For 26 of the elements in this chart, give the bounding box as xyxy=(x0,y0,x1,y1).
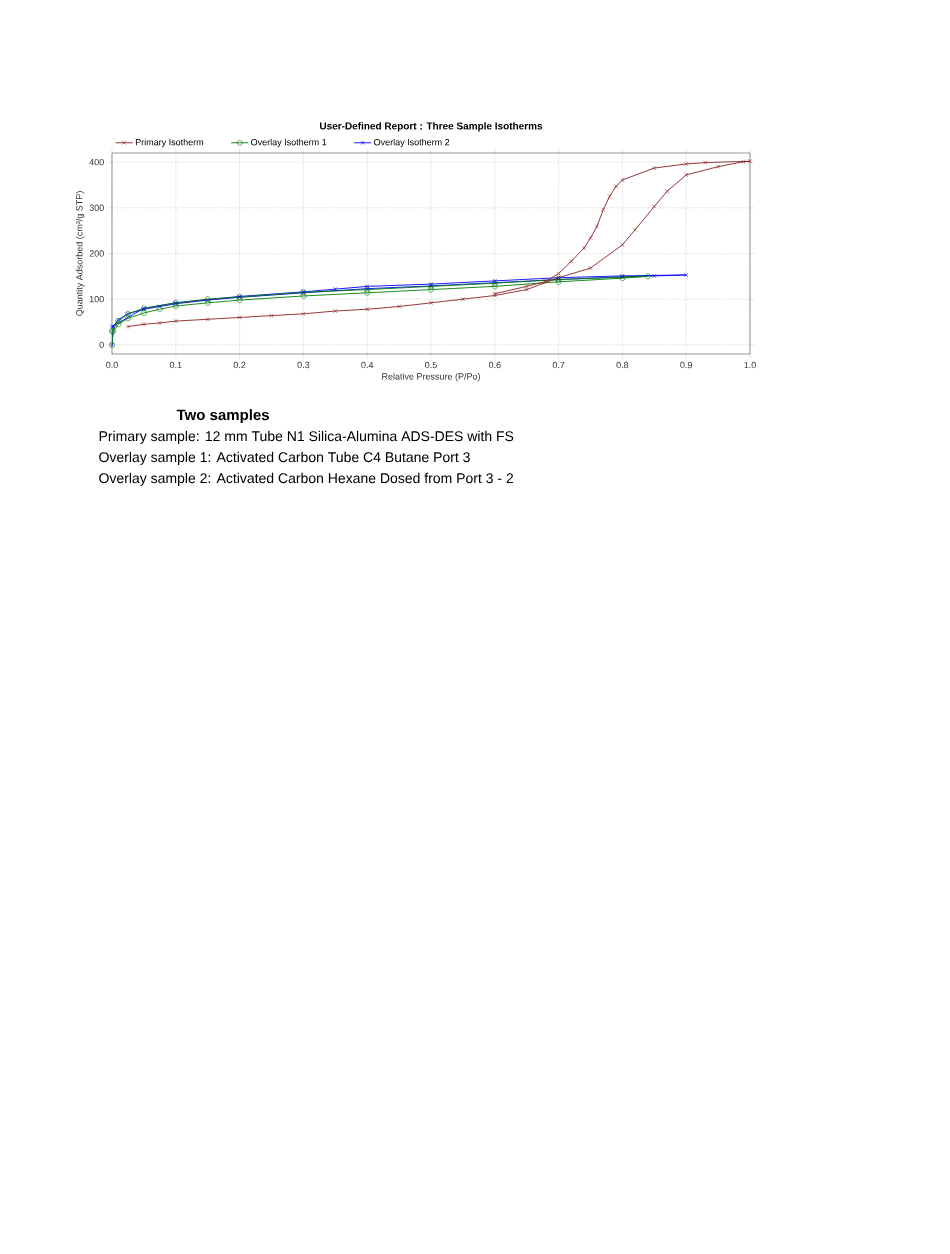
x-tick-label: 0.2 xyxy=(233,361,246,369)
y-tick-label: 200 xyxy=(89,250,104,257)
x-tick-label: 0.5 xyxy=(425,361,437,369)
text: Primary sample: 12 mm Tube N1 Silica-Alumina ADS-DES with FS xyxy=(99,430,514,444)
y-tick-label: 300 xyxy=(89,204,104,212)
x-tick-label: 0.7 xyxy=(552,361,565,369)
x-tick-label: 0.3 xyxy=(297,361,310,369)
x-tick-label: 0.0 xyxy=(106,361,118,369)
text: Two samples xyxy=(176,409,269,424)
text: Overlay sample 2: Activated Carbon Hexane Dosed from Port 3 - 2 xyxy=(99,472,514,486)
x-tick-label: 1.0 xyxy=(744,361,756,369)
y-tick-label: 0 xyxy=(99,341,104,349)
x-tick-label: 0.4 xyxy=(361,361,374,369)
x-tick-label: 0.9 xyxy=(680,361,693,369)
text: Overlay sample 1: Activated Carbon Tube C4 Butane Port 3 xyxy=(99,451,470,465)
x-axis-title: Relative Pressure (P/Po) xyxy=(382,373,480,382)
y-axis-title: Quantity Adsorbed (cm³/g STP) xyxy=(75,191,85,316)
x-tick-label: 0.1 xyxy=(169,361,182,369)
chart-title: User-Defined Report : Three Sample Isotherms xyxy=(319,122,543,132)
y-tick-label: 400 xyxy=(89,158,104,166)
x-tick-label: 0.8 xyxy=(616,361,629,369)
legend-label: Primary Isotherm xyxy=(135,138,204,148)
legend-label: Overlay Isotherm 2 xyxy=(374,138,450,148)
y-tick-label: 100 xyxy=(89,295,104,303)
x-tick-label: 0.6 xyxy=(488,361,501,369)
legend-label: Overlay Isotherm 1 xyxy=(251,138,327,148)
